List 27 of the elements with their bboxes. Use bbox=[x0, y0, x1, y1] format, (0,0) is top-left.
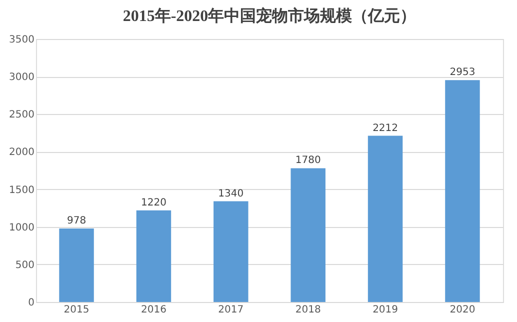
data-label: 2953 bbox=[450, 67, 476, 78]
bar bbox=[368, 136, 403, 302]
y-tick-label: 3000 bbox=[9, 72, 34, 84]
x-tick-label: 2015 bbox=[64, 304, 90, 316]
y-tick-label: 0 bbox=[28, 298, 34, 308]
y-tick-label: 2000 bbox=[9, 147, 34, 158]
x-tick-label: 2020 bbox=[450, 304, 476, 316]
x-tick-label: 2016 bbox=[140, 304, 166, 316]
bar bbox=[290, 168, 326, 302]
data-label: 1340 bbox=[218, 188, 244, 200]
data-label: 2212 bbox=[372, 122, 398, 134]
y-tick-label: 1000 bbox=[9, 222, 34, 234]
chart-title: 2015年-2020年中国宠物市场规模（亿元） bbox=[122, 7, 416, 25]
data-label: 978 bbox=[66, 216, 86, 227]
bar bbox=[445, 80, 480, 302]
y-tick-label: 2500 bbox=[9, 110, 34, 121]
y-tick-label: 1500 bbox=[9, 184, 34, 196]
y-tick-label: 3500 bbox=[9, 34, 34, 46]
data-label: 1220 bbox=[140, 197, 166, 208]
x-tick-label: 2019 bbox=[372, 304, 398, 316]
x-tick-label: 2018 bbox=[295, 304, 321, 316]
bar bbox=[214, 201, 248, 302]
bar bbox=[59, 228, 94, 302]
x-tick-label: 2017 bbox=[218, 304, 244, 316]
bar bbox=[136, 210, 172, 302]
data-label: 1780 bbox=[295, 155, 321, 166]
y-tick-label: 500 bbox=[15, 260, 34, 271]
